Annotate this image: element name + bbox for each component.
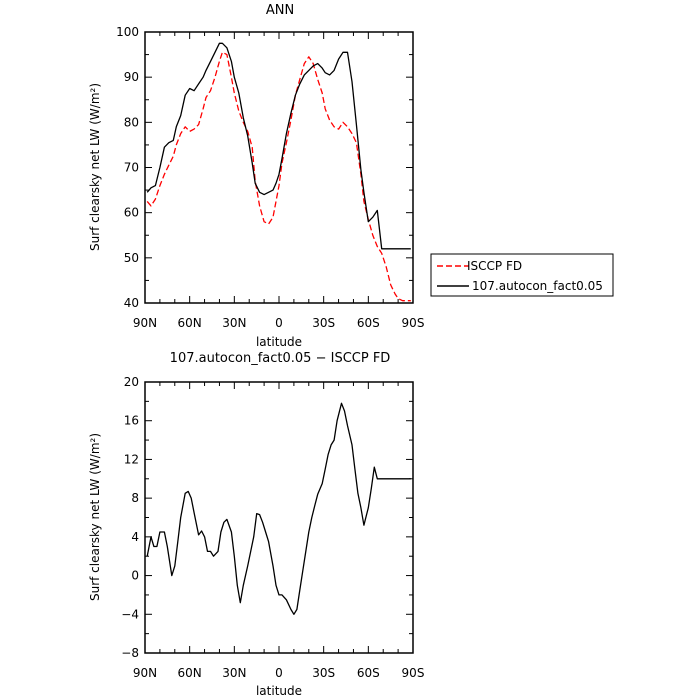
- top-ytick-label: 60: [124, 206, 139, 220]
- bottom-ylabel: Surf clearsky net LW (W/m²): [88, 433, 102, 601]
- bottom-ytick-label: 8: [131, 491, 139, 505]
- top-ytick-label: 100: [116, 25, 139, 39]
- bottom-xlabel: latitude: [256, 684, 302, 698]
- legend-label-isccp: ISCCP FD: [467, 259, 522, 273]
- top-series-line-1: [146, 42, 411, 250]
- top-axes: 90N 60N 30N 0 30S 60S 90S 40 50 60 70 80 90 100: [116, 25, 424, 330]
- bottom-ytick-label: 12: [124, 452, 139, 466]
- top-xtick-label: 60N: [178, 316, 202, 330]
- top-ytick-label: 90: [124, 70, 139, 84]
- top-xtick-label: 60S: [357, 316, 380, 330]
- bottom-panel: 107.autocon_fact0.05 − ISCCP FD 90N 60N 30…: [88, 351, 424, 698]
- top-plot-frame: [144, 31, 414, 304]
- bottom-plot-frame: [144, 381, 414, 654]
- legend-box: [430, 253, 614, 297]
- top-series-group: [146, 42, 411, 302]
- bottom-ytick-label: 0: [131, 569, 139, 583]
- bottom-xtick-label: 90N: [133, 666, 157, 680]
- bottom-xtick-label: 30S: [312, 666, 335, 680]
- bottom-series-line-0: [146, 402, 411, 615]
- bottom-axes: 90N 60N 30N 0 30S 60S 90S −8 −4 0 4 8 12 16 20: [121, 375, 424, 680]
- top-ytick-label: 50: [124, 251, 139, 265]
- top-xtick-label: 30N: [222, 316, 246, 330]
- bottom-ytick-label: −8: [121, 646, 139, 660]
- bottom-xtick-label: 60S: [357, 666, 380, 680]
- top-title: ANN: [266, 3, 294, 18]
- top-ytick-label: 70: [124, 161, 139, 175]
- legend: ISCCP FD 107.autocon_fact0.05: [430, 253, 614, 297]
- top-xtick-label: 90S: [402, 316, 425, 330]
- top-xtick-label: 0: [275, 316, 283, 330]
- bottom-ytick-label: −4: [121, 607, 139, 621]
- bottom-ytick-label: 16: [124, 414, 139, 428]
- legend-label-model: 107.autocon_fact0.05: [472, 279, 603, 293]
- top-ylabel: Surf clearsky net LW (W/m²): [88, 83, 102, 251]
- top-panel: ANN 90N 60N 30N 0 30S 60S 90S 40 50 60 70 80 90 100 l…: [88, 3, 614, 349]
- bottom-xtick-label: 90S: [402, 666, 425, 680]
- top-xtick-label: 90N: [133, 316, 157, 330]
- top-xlabel: latitude: [256, 335, 302, 349]
- bottom-title: 107.autocon_fact0.05 − ISCCP FD: [170, 351, 391, 366]
- top-xtick-label: 30S: [312, 316, 335, 330]
- top-ytick-label: 40: [124, 296, 139, 310]
- bottom-xtick-label: 0: [275, 666, 283, 680]
- bottom-ytick-label: 4: [131, 530, 139, 544]
- bottom-ytick-label: 20: [124, 375, 139, 389]
- top-series-line-0: [146, 51, 411, 302]
- bottom-xtick-label: 60N: [178, 666, 202, 680]
- bottom-xtick-label: 30N: [222, 666, 246, 680]
- top-ytick-label: 80: [124, 115, 139, 129]
- bottom-series-group: [146, 402, 411, 615]
